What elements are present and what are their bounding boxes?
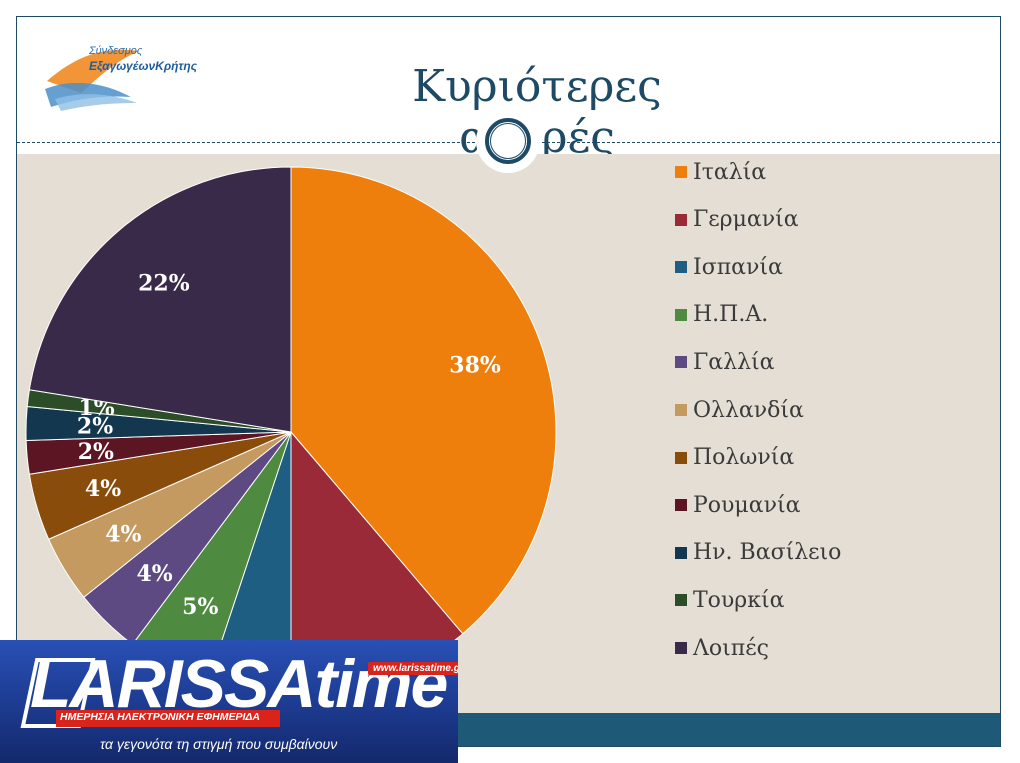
legend-swatch xyxy=(675,261,687,274)
banner-brand: LARISSAtime xyxy=(30,646,448,722)
legend-swatch xyxy=(675,594,687,607)
legend-item: Ιταλία xyxy=(675,159,767,185)
banner-url: www.larissatime.gr xyxy=(368,662,458,675)
logo-line2: ΕξαγωγέωνΚρήτης xyxy=(89,59,198,73)
pie-label-3: 5% xyxy=(182,594,218,620)
pie-label-6: 4% xyxy=(85,476,121,502)
logo-line1: Σύνδεσμος xyxy=(89,45,143,57)
legend-item: Πολωνία xyxy=(675,445,795,471)
pie-slice-0 xyxy=(290,166,557,635)
legend-swatch xyxy=(675,499,687,512)
pie-slice-10 xyxy=(28,166,292,433)
legend-label: Πολωνία xyxy=(693,445,795,471)
legend-item: Γερμανία xyxy=(675,207,799,233)
legend-swatch xyxy=(675,642,687,654)
banner-strip xyxy=(56,710,280,727)
legend-swatch xyxy=(675,213,687,226)
legend-swatch xyxy=(675,451,687,464)
legend-label: Γερμανία xyxy=(693,207,799,233)
legend-label: Λοιπές xyxy=(693,635,769,661)
legend-swatch xyxy=(675,166,687,178)
legend-item: Ην. Βασίλειο xyxy=(675,540,842,566)
legend-item: Λοιπές xyxy=(675,635,769,661)
legend-label: Ην. Βασίλειο xyxy=(693,540,842,566)
legend-swatch xyxy=(675,546,687,559)
legend-label: Ισπανία xyxy=(693,254,783,280)
logo-icon xyxy=(45,49,139,111)
legend-item: Ισπανία xyxy=(675,254,783,280)
pie-label-8: 2% xyxy=(77,414,113,440)
larissatime-banner: LARISSAtime www.larissatime.gr ΗΜΕΡΗΣΙΑ … xyxy=(0,640,458,763)
banner-strip-text: ΗΜΕΡΗΣΙΑ ΗΛΕΚΤΡΟΝΙΚΗ ΕΦΗΜΕΡΙΔΑ xyxy=(60,711,261,723)
legend-swatch xyxy=(675,356,687,369)
legend-label: Ιταλία xyxy=(693,159,767,185)
legend-label: Τουρκία xyxy=(693,587,785,613)
pie-label-0: 38% xyxy=(449,352,501,378)
divider-circle-inner xyxy=(490,123,526,159)
legend-swatch xyxy=(675,308,687,321)
legend-swatch xyxy=(675,404,687,416)
legend-item: Η.Π.Α. xyxy=(675,302,769,328)
pie-label-7: 2% xyxy=(78,439,114,465)
legend-label: Ρουμανία xyxy=(693,492,801,518)
legend-item: Ρουμανία xyxy=(675,492,801,518)
pie-label-4: 4% xyxy=(136,561,172,587)
banner-slogan: τα γεγονότα τη στιγμή που συμβαίνουν xyxy=(100,736,338,752)
legend-item: Τουρκία xyxy=(675,587,785,613)
legend-item: Γαλλία xyxy=(675,349,775,375)
banner-background xyxy=(0,640,458,763)
pie-label-10: 22% xyxy=(138,271,190,297)
pie-label-5: 4% xyxy=(105,522,141,548)
legend-label: Γαλλία xyxy=(693,349,775,375)
legend-label: Ολλανδία xyxy=(693,397,804,423)
legend-label: Η.Π.Α. xyxy=(693,302,769,328)
legend-item: Ολλανδία xyxy=(675,397,804,423)
